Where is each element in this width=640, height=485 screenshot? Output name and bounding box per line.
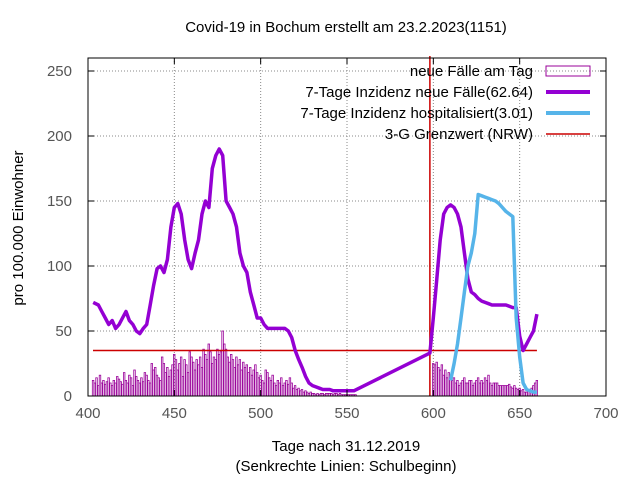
axes [87,57,607,397]
y-tick-label: 50 [55,323,72,340]
chart-title: Covid-19 in Bochum erstellt am 23.2.2023… [185,19,507,36]
y-axis-label: pro 100.000 Einwohner [10,150,27,305]
legend-label: 7-Tage Inzidenz neue Fälle(62.64) [305,84,533,101]
legend-label: neue Fälle am Tag [410,63,533,80]
x-axis-label: Tage nach 31.12.2019 [272,438,420,455]
y-tick-label: 0 [64,388,72,405]
x-tick-label: 400 [75,405,100,422]
x-axis-label-secondary: (Senkrechte Linien: Schulbeginn) [236,458,457,475]
x-tick-label: 550 [334,405,359,422]
series-lines [92,147,539,394]
legend-swatch [545,65,591,77]
grid [88,58,606,396]
x-tick-label: 700 [593,405,618,422]
x-tick-label: 650 [507,405,532,422]
x-tick-label: 450 [162,405,187,422]
legend: neue Fälle am Tag 7-Tage Inzidenz neue Fä… [300,63,591,143]
x-tick-label: 500 [248,405,273,422]
legend-label: 3-G Grenzwert (NRW) [385,126,533,143]
hospitalized-line [448,192,537,394]
tick-labels: 400 450 500 550 600 650 700 0 50 100 150 200 250 [47,63,619,422]
x-tick-label: 600 [421,405,446,422]
y-tick-label: 200 [47,128,72,145]
incidence-line [92,147,539,393]
y-tick-label: 150 [47,193,72,210]
y-tick-label: 100 [47,258,72,275]
legend-label: 7-Tage Inzidenz hospitalisiert(3.01) [300,105,533,122]
y-tick-label: 250 [47,63,72,80]
